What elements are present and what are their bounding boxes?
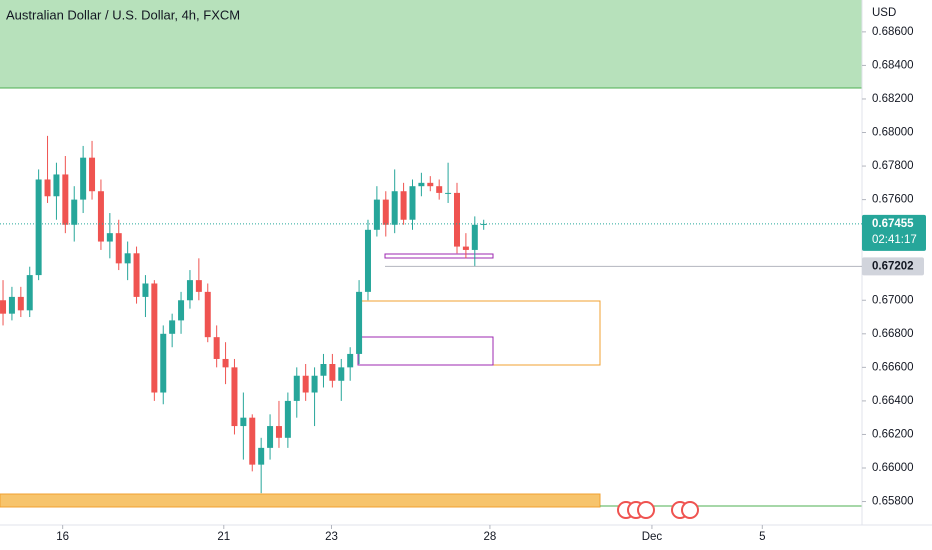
candle-body — [453, 192, 460, 247]
y-tick-label: 0.67600 — [872, 194, 914, 206]
candle-body — [97, 191, 104, 242]
y-tick-label: 0.65800 — [872, 496, 914, 508]
candle-body — [364, 229, 371, 292]
candle-body — [258, 447, 265, 465]
last-price-label: 0.67455 — [872, 218, 914, 230]
y-tick-label: 0.67000 — [872, 294, 914, 306]
candle-body — [284, 400, 291, 438]
candle-body — [169, 320, 176, 334]
candle-body — [133, 253, 140, 297]
candle-body — [151, 283, 158, 393]
y-tick-label: 0.66200 — [872, 428, 914, 440]
candle-body — [106, 233, 113, 242]
event-icons — [617, 501, 699, 519]
candle-body — [373, 199, 380, 230]
candle-body — [320, 364, 327, 376]
candle-body — [293, 375, 300, 401]
y-tick-label: 0.66000 — [872, 462, 914, 474]
event-icon[interactable] — [637, 501, 655, 519]
candle-body — [53, 174, 60, 197]
candle-body — [44, 179, 51, 197]
candle-body — [186, 280, 193, 301]
candle-body — [391, 191, 398, 225]
candle-body — [471, 224, 478, 250]
candle-body — [80, 157, 87, 200]
candle-body — [338, 367, 345, 381]
candle-body — [329, 364, 336, 381]
candle-body — [89, 157, 96, 192]
chart-title: Australian Dollar / U.S. Dollar, 4h, FXC… — [6, 7, 240, 22]
x-tick-label: 5 — [759, 531, 765, 543]
candle-body — [231, 367, 238, 427]
x-tick-label: 16 — [56, 531, 69, 543]
candle-body — [35, 179, 42, 276]
last-price-box — [862, 214, 926, 251]
x-tick-label: 28 — [484, 531, 497, 543]
countdown-label: 02:41:17 — [872, 234, 917, 246]
y-tick-label: 0.68400 — [872, 59, 914, 71]
candle-body — [62, 174, 69, 225]
candle-body — [267, 426, 274, 448]
candle-body — [142, 283, 149, 297]
support-zone — [0, 493, 601, 508]
y-tick-label: 0.66600 — [872, 361, 914, 373]
orange-box — [357, 300, 601, 366]
marker-price-box — [862, 257, 924, 276]
candle-body — [445, 192, 452, 194]
candle-body — [302, 375, 309, 393]
candle-body — [213, 337, 220, 359]
y-tick-label: 0.68600 — [872, 26, 914, 38]
candle-body — [347, 353, 354, 368]
resistance-zone — [0, 0, 862, 88]
candle-body — [204, 291, 211, 338]
candle-body — [160, 333, 167, 393]
candle-body — [26, 275, 33, 311]
candle-body — [427, 182, 434, 187]
x-tick-label: Dec — [642, 531, 663, 543]
marker-price-label: 0.67202 — [872, 260, 914, 272]
candle-body — [71, 199, 78, 225]
candle-body — [240, 417, 247, 427]
candle-body — [17, 296, 24, 311]
event-icon[interactable] — [681, 501, 699, 519]
x-tick-label: 23 — [325, 531, 338, 543]
y-tick-label: 0.67800 — [872, 160, 914, 172]
x-tick-label: 21 — [217, 531, 230, 543]
y-tick-label: 0.66800 — [872, 328, 914, 340]
candle-body — [178, 300, 185, 321]
currency: USD — [872, 7, 896, 19]
candle-body — [195, 280, 202, 292]
purple-strip — [384, 253, 494, 259]
y-tick-label: 0.66400 — [872, 395, 914, 407]
candle-body — [115, 233, 122, 264]
candle-body — [0, 300, 7, 314]
candle-body — [462, 246, 469, 250]
candle-body — [249, 417, 256, 465]
candle-body — [8, 296, 15, 314]
candle-body — [436, 186, 443, 193]
candle-body — [409, 186, 416, 220]
candle-body — [418, 182, 425, 187]
candle-body — [275, 426, 282, 438]
candle-body — [311, 375, 318, 393]
candle-body — [222, 358, 229, 368]
candle-body — [400, 191, 407, 220]
purple-box — [357, 336, 494, 366]
candle-body — [382, 199, 389, 225]
y-tick-label: 0.68200 — [872, 93, 914, 105]
y-tick-label: 0.68000 — [872, 127, 914, 139]
candle-body — [356, 291, 363, 354]
candle-body — [124, 253, 131, 264]
